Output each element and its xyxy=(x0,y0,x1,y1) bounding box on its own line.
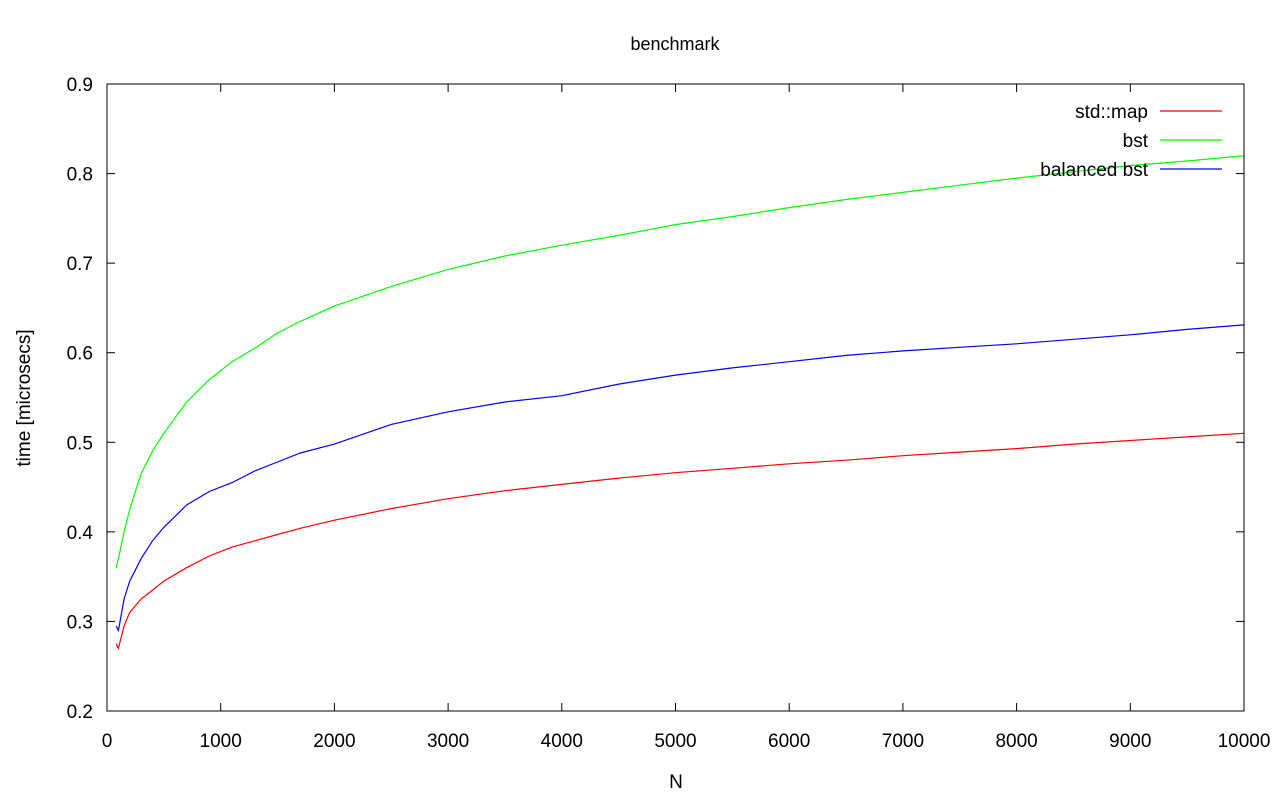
x-tick-label: 7000 xyxy=(882,731,924,752)
x-axis-label: N xyxy=(669,772,683,793)
y-tick-label: 0.5 xyxy=(67,433,93,454)
legend-label: std::map xyxy=(1075,102,1148,123)
x-tick-label: 6000 xyxy=(768,731,810,752)
x-tick-label: 8000 xyxy=(995,731,1037,752)
y-tick-label: 0.6 xyxy=(67,344,93,365)
x-tick-label: 4000 xyxy=(541,731,583,752)
y-tick-label: 0.8 xyxy=(67,165,93,186)
x-tick-label: 2000 xyxy=(313,731,355,752)
y-tick-label: 0.3 xyxy=(67,612,93,633)
legend-label: bst xyxy=(1123,131,1149,152)
series-line-balanced-bst xyxy=(115,324,1245,633)
y-tick-label: 0.9 xyxy=(67,75,93,96)
series-line-bst xyxy=(115,155,1245,568)
axis-ticks: 0 1000 2000 3000 4000 5000 6000 7000 8000 9000 100… xyxy=(67,75,1271,752)
series-line-std-map xyxy=(115,432,1245,650)
y-tick-label: 0.2 xyxy=(67,702,93,723)
plot-frame xyxy=(106,83,1245,712)
x-tick-label: 0 xyxy=(102,731,113,752)
series-lines xyxy=(115,155,1245,650)
x-tick-label: 5000 xyxy=(654,731,696,752)
y-axis-label: time [microsecs] xyxy=(14,329,35,466)
y-tick-label: 0.7 xyxy=(67,254,93,275)
chart-title: benchmark xyxy=(630,34,720,54)
x-tick-label: 10000 xyxy=(1218,731,1271,752)
x-tick-label: 1000 xyxy=(200,731,242,752)
x-tick-label: 9000 xyxy=(1109,731,1151,752)
x-tick-label: 3000 xyxy=(427,731,469,752)
y-tick-label: 0.4 xyxy=(67,523,94,544)
legend-label: balanced bst xyxy=(1040,160,1148,181)
